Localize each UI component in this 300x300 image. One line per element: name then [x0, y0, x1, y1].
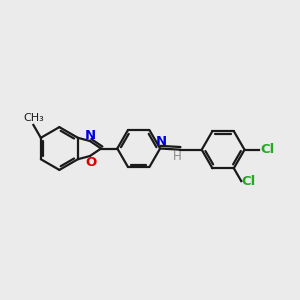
- Text: N: N: [155, 136, 167, 148]
- Text: Cl: Cl: [260, 143, 274, 156]
- Text: Cl: Cl: [242, 175, 256, 188]
- Text: N: N: [85, 129, 96, 142]
- Text: CH₃: CH₃: [23, 113, 44, 123]
- Text: O: O: [85, 156, 96, 169]
- Text: H: H: [173, 150, 182, 163]
